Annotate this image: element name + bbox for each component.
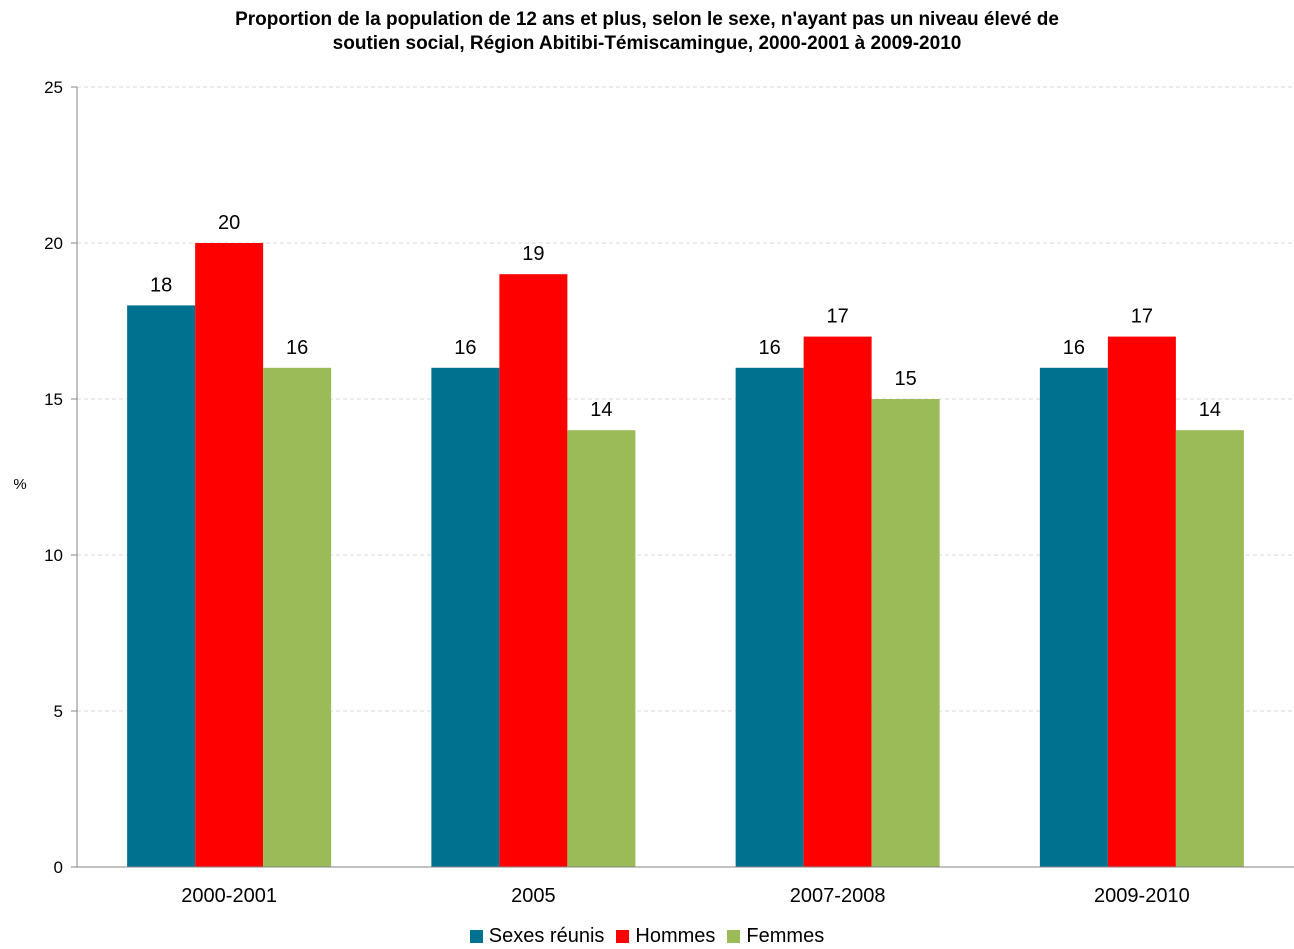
data-label: 15 — [895, 368, 917, 390]
legend-label: Hommes — [635, 925, 716, 947]
bar — [803, 336, 872, 868]
y-axis-label: % — [13, 476, 26, 493]
data-label: 20 — [218, 212, 240, 234]
y-tick-label: 25 — [44, 78, 63, 97]
data-label: 19 — [522, 243, 544, 265]
data-label: 16 — [759, 337, 781, 359]
data-label: 17 — [1131, 306, 1153, 328]
legend-label: Sexes réunis — [488, 925, 605, 947]
chart-title-line-1: Proportion de la population de 12 ans et… — [235, 9, 1059, 30]
chart-title: Proportion de la population de 12 ans et… — [0, 8, 1294, 56]
data-label: 18 — [150, 274, 172, 296]
legend-item: Hommes — [616, 924, 715, 948]
legend-label: Femmes — [746, 925, 825, 947]
bar — [871, 399, 940, 867]
bar — [127, 305, 196, 867]
data-label: 14 — [1199, 399, 1221, 421]
data-label: 16 — [1063, 337, 1085, 359]
x-tick-label: 2005 — [511, 885, 556, 907]
y-tick-label: 5 — [54, 702, 63, 721]
x-tick-label: 2009-2010 — [1094, 885, 1190, 907]
x-tick-label: 2000-2001 — [181, 885, 277, 907]
bar — [431, 367, 500, 867]
chart-title-line-2: soutien social, Région Abitibi-Témiscami… — [332, 33, 962, 54]
bar — [1175, 430, 1244, 867]
data-label: 14 — [590, 399, 612, 421]
legend-item: Femmes — [727, 924, 824, 948]
y-tick-label: 0 — [54, 858, 63, 877]
legend-item: Sexes réunis — [469, 924, 605, 948]
y-tick-label: 20 — [44, 234, 63, 253]
y-tick-label: 10 — [44, 546, 63, 565]
bar — [195, 243, 264, 867]
bar — [263, 367, 332, 867]
bar — [567, 430, 636, 867]
x-tick-label: 2007-2008 — [790, 885, 886, 907]
bar — [1039, 367, 1108, 867]
bar — [1107, 336, 1176, 868]
data-label: 16 — [286, 337, 308, 359]
data-label: 17 — [827, 306, 849, 328]
bar — [735, 367, 804, 867]
legend-swatch — [469, 929, 483, 943]
legend-swatch — [727, 929, 741, 943]
chart-legend: Sexes réunis Hommes Femmes — [0, 924, 1294, 948]
data-label: 16 — [454, 337, 476, 359]
legend-swatch — [616, 929, 630, 943]
bar — [499, 274, 568, 867]
y-tick-label: 15 — [44, 390, 63, 409]
